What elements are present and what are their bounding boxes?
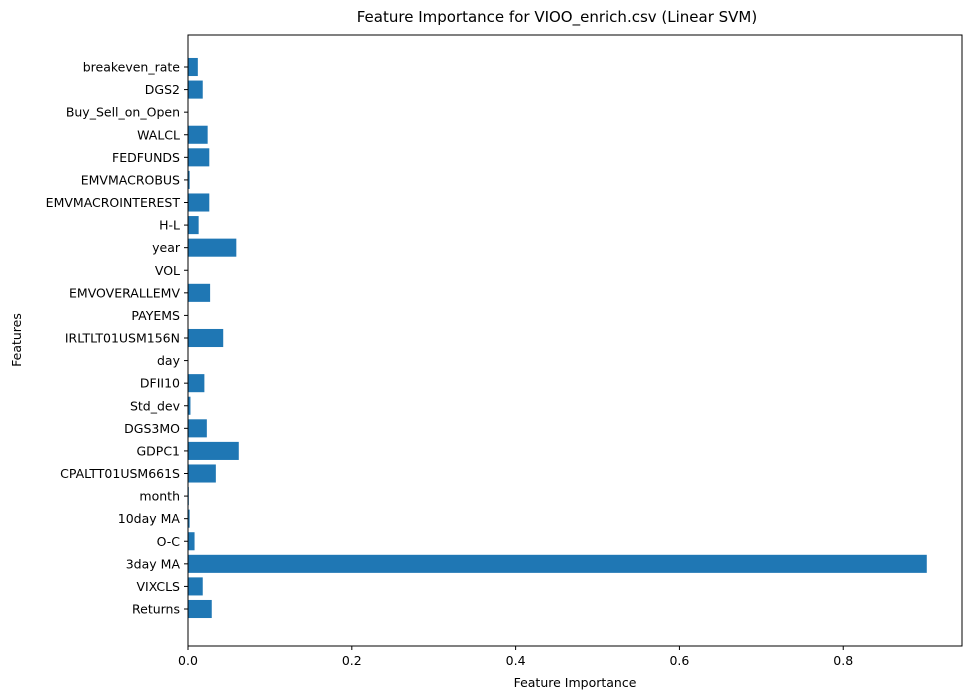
y-tick-label: EMVOVERALLEMV	[69, 285, 180, 300]
bar-h-l	[188, 216, 199, 235]
bar-o-c	[188, 532, 195, 551]
y-tick-label: DFII10	[140, 376, 180, 391]
bar-vixcls	[188, 577, 203, 596]
x-axis-label: Feature Importance	[514, 675, 637, 690]
y-tick-label: EMVMACROINTEREST	[46, 195, 181, 210]
bar-3day-ma	[188, 554, 927, 573]
bar-cpaltt01usm661s	[188, 464, 216, 483]
bar-fedfunds	[188, 148, 210, 167]
bar-dgs2	[188, 80, 203, 99]
chart-title: Feature Importance for VIOO_enrich.csv (…	[357, 8, 757, 27]
plot-frame	[187, 34, 963, 647]
y-tick-label: GDPC1	[136, 443, 180, 458]
y-tick-label: VIXCLS	[136, 579, 180, 594]
y-tick-label: VOL	[155, 263, 180, 278]
y-tick-label: FEDFUNDS	[112, 150, 180, 165]
y-tick-label: DGS3MO	[124, 421, 180, 436]
bar-dfii10	[188, 374, 205, 393]
bars-group	[188, 57, 927, 619]
y-tick-label: breakeven_rate	[83, 60, 181, 75]
bar-irltlt01usm156n	[188, 328, 224, 348]
y-tick-label: EMVMACROBUS	[81, 172, 180, 187]
x-tick-label: 0.8	[833, 653, 853, 668]
x-axis: 0.0 0.2 0.4 0.6 0.8	[178, 646, 853, 668]
x-tick-label: 0.2	[342, 653, 362, 668]
y-tick-label: Buy_Sell_on_Open	[66, 105, 180, 120]
bar-returns	[188, 599, 212, 619]
y-axis: Returns VIXCLS 3day MA O-C 10day MA month CPAL…	[46, 60, 188, 617]
y-tick-label: Std_dev	[130, 398, 181, 413]
y-tick-label: H-L	[159, 218, 180, 233]
y-tick-label: CPALTT01USM661S	[60, 466, 180, 481]
bar-year	[188, 238, 237, 257]
y-tick-label: O-C	[157, 534, 181, 549]
bar-emvmacrobus	[188, 170, 190, 189]
bar-emvmacrointerest	[188, 193, 210, 212]
bar-10day-ma	[188, 509, 190, 528]
x-tick-label: 0.0	[178, 653, 198, 668]
y-tick-label: month	[139, 489, 180, 504]
y-tick-label: year	[152, 240, 181, 255]
y-tick-label: WALCL	[137, 127, 180, 142]
y-tick-label: PAYEMS	[131, 308, 180, 323]
bar-walcl	[188, 125, 208, 144]
bar-std-dev	[188, 396, 191, 415]
y-tick-label: 3day MA	[126, 556, 181, 571]
y-tick-label: Returns	[132, 602, 180, 617]
bar-dgs3mo	[188, 419, 207, 438]
bar-emvoverallemv	[188, 283, 211, 302]
y-axis-label: Features	[9, 313, 24, 367]
y-tick-label: DGS2	[145, 82, 180, 97]
x-tick-label: 0.4	[506, 653, 526, 668]
bar-breakeven-rate	[188, 57, 198, 77]
y-tick-label: 10day MA	[118, 511, 181, 526]
bar-gdpc1	[188, 441, 239, 460]
y-tick-label: IRLTLT01USM156N	[65, 331, 180, 346]
x-tick-label: 0.6	[669, 653, 689, 668]
y-tick-label: day	[157, 353, 181, 368]
